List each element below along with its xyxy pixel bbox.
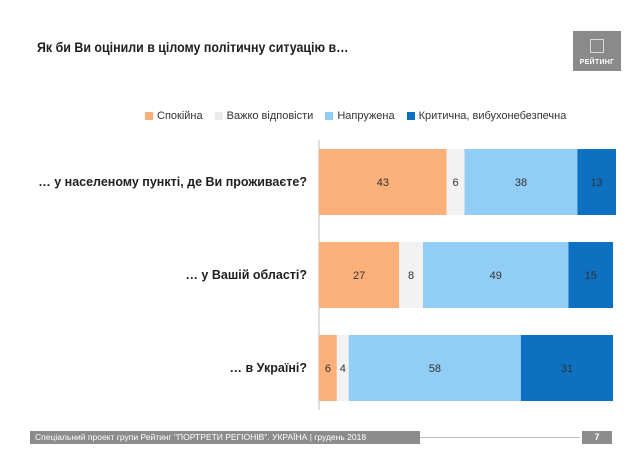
bar-segment [399,242,423,308]
bar-segment [319,242,400,308]
logo-text: РЕЙТИНГ [579,59,615,66]
footer-bar: Спеціальний проект групи Рейтинг "ПОРТРЕ… [30,431,420,444]
category-label: … у Вашій області? [185,268,307,282]
legend-label: Спокійна [157,110,203,122]
category-label: … в Україні? [230,361,307,375]
bar-segment [319,335,337,401]
data-label: 6 [325,363,331,375]
legend-swatch [406,112,415,120]
bar-segment [568,242,614,308]
legend-swatch [214,112,223,120]
legend-swatch [145,112,153,120]
data-label: 43 [377,177,389,189]
bar-segment [319,149,447,215]
legend-item: Критична, вибухонебезпечна [406,110,567,122]
data-label: 8 [408,270,414,282]
data-label: 4 [340,363,346,375]
page-number: 7 [582,431,612,444]
data-label: 15 [585,270,597,282]
bar-segment [446,149,465,215]
legend-item: Напружена [325,110,395,122]
legend-label: Критична, вибухонебезпечна [418,110,567,122]
legend-item: Важко відповісти [214,110,314,122]
category-label: … у населеному пункті, де Ви проживаєте? [38,175,307,189]
legend-swatch [325,112,334,120]
bar-segment [348,335,521,401]
logo-square-icon [590,39,604,53]
bar-segment [577,149,616,215]
chart-legend: Спокійна Важко відповісти Напружена Крит… [145,110,578,122]
legend-label: Важко відповісти [226,110,314,122]
chart-title: Як би Ви оцінили в цілому політичну ситу… [37,40,349,55]
brand-logo: РЕЙТИНГ [573,31,621,71]
legend-label: Напружена [337,110,395,122]
data-label: 31 [561,363,573,375]
data-label: 38 [515,177,527,189]
legend-item: Спокійна [145,110,203,122]
data-label: 58 [429,363,441,375]
data-label: 27 [353,270,365,282]
data-label: 6 [453,177,459,189]
bar-segment [336,335,349,401]
footer-divider [420,437,580,438]
data-label: 13 [591,177,603,189]
data-label: 49 [490,270,502,282]
bar-segment [422,242,569,308]
bar-segment [520,335,614,401]
bar-segment [464,149,578,215]
